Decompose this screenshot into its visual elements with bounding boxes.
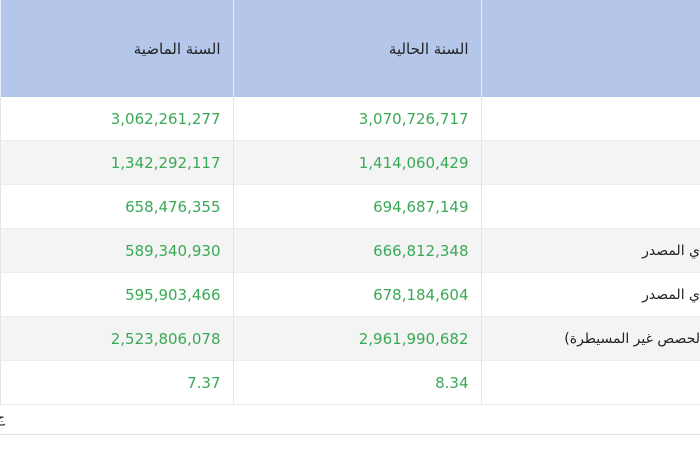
value-cell: 589,340,930 xyxy=(0,228,233,273)
row-label xyxy=(480,360,700,405)
row-label xyxy=(480,140,700,185)
table-row: ي المصدر 666,812,348 589,340,930 xyxy=(0,228,700,273)
value-cell: 8.34 xyxy=(232,360,481,405)
value-cell: 694,687,149 xyxy=(232,184,481,229)
table-row: 8.34 7.37 xyxy=(0,360,700,405)
value-cell: 658,476,355 xyxy=(0,184,233,229)
row-label: لحصص غير المسيطرة) xyxy=(480,316,700,361)
value-cell: 1,342,292,117 xyxy=(0,140,233,185)
value-cell: 1,414,060,429 xyxy=(232,140,481,185)
table-row: 694,687,149 658,476,355 xyxy=(0,184,700,229)
table-row: لحصص غير المسيطرة) 2,961,990,682 2,523,806… xyxy=(0,316,700,361)
row-label xyxy=(480,97,700,141)
header-row: السنة الحالية السنة الماضية xyxy=(0,0,700,97)
header-cell: السنة الحالية xyxy=(232,0,481,97)
value-cell: 595,903,466 xyxy=(0,272,233,317)
value-cell: 2,961,990,682 xyxy=(232,316,481,361)
value-cell: 7.37 xyxy=(0,360,233,405)
header-cell xyxy=(480,0,700,97)
table-row: 3,070,726,717 3,062,261,277 xyxy=(0,97,700,141)
value-cell: 666,812,348 xyxy=(232,228,481,273)
value-cell: 678,184,604 xyxy=(232,272,481,317)
value-cell: 2,523,806,078 xyxy=(0,316,233,361)
table-row: ي المصدر 678,184,604 595,903,466 xyxy=(0,272,700,317)
divider xyxy=(0,434,700,435)
value-cell: 3,070,726,717 xyxy=(232,97,481,141)
results-table: السنة الحالية السنة الماضية 3,070,726,717… xyxy=(0,0,700,405)
row-label xyxy=(480,184,700,229)
table-row: 1,414,060,429 1,342,292,117 xyxy=(0,140,700,185)
row-label: ي المصدر xyxy=(480,272,700,317)
footer-text: ج xyxy=(0,410,6,426)
row-label: ي المصدر xyxy=(480,228,700,273)
header-cell: السنة الماضية xyxy=(0,0,233,97)
value-cell: 3,062,261,277 xyxy=(0,97,233,141)
